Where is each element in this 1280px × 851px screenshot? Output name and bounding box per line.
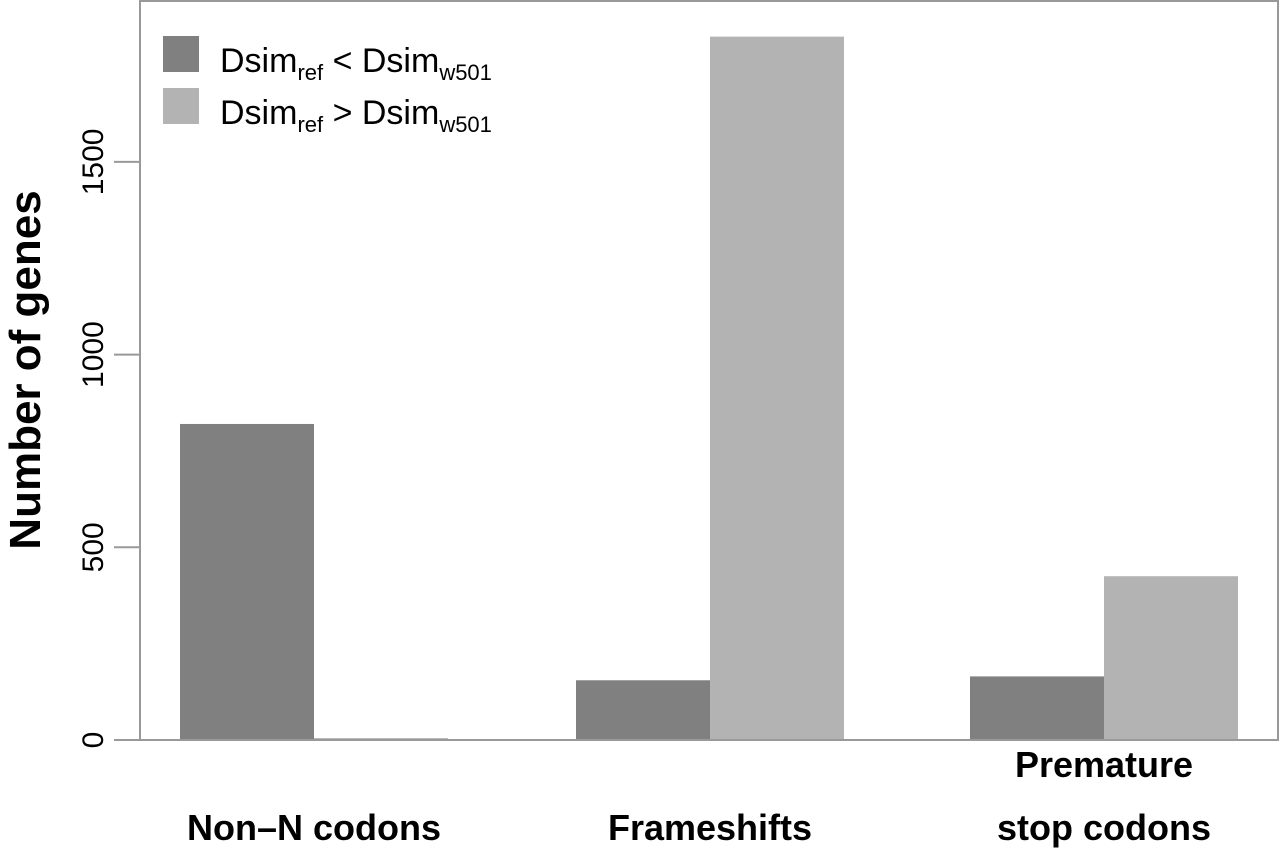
x-category-label: Non–N codons <box>187 807 441 848</box>
bar-series1-cat3 <box>970 676 1104 740</box>
legend-subscript: w501 <box>438 112 492 137</box>
legend-subscript: ref <box>297 60 324 85</box>
bar-series2-cat2 <box>710 36 844 741</box>
legend-text-part: < <box>323 42 362 80</box>
legend-subscript: ref <box>297 112 324 137</box>
bar-series1-cat1 <box>180 423 314 740</box>
legend-swatch-series1 <box>163 36 199 72</box>
legend-text-part: Dsim <box>362 94 439 132</box>
y-tick-label: 500 <box>77 522 110 572</box>
legend-text-part: Dsim <box>362 42 439 80</box>
x-category-label: Frameshifts <box>608 807 812 848</box>
y-tick-label: 1500 <box>77 129 110 196</box>
x-category-label: stop codons <box>997 807 1211 848</box>
legend-text-part: Dsim <box>220 42 297 80</box>
legend-swatch-series2 <box>163 88 199 124</box>
y-tick-label: 1000 <box>77 321 110 388</box>
bar-series1-cat2 <box>576 680 710 740</box>
y-tick-label: 0 <box>77 732 110 749</box>
legend-text-part: Dsim <box>220 94 297 132</box>
bars-group <box>180 36 1238 741</box>
legend-text-part: > <box>323 94 362 132</box>
y-axis-label: Number of genes <box>1 190 50 549</box>
bar-series2-cat3 <box>1104 576 1238 740</box>
legend-label-series2: Dsimref > Dsimw501 <box>220 94 492 137</box>
x-category-label: Premature <box>1015 744 1193 785</box>
x-axis-categories: Non–N codons Frameshifts Premature stop cod… <box>187 744 1211 848</box>
legend-label-series1: Dsimref < Dsimw501 <box>220 42 492 85</box>
y-axis: 0 500 1000 1500 <box>77 129 141 749</box>
legend-subscript: w501 <box>438 60 492 85</box>
